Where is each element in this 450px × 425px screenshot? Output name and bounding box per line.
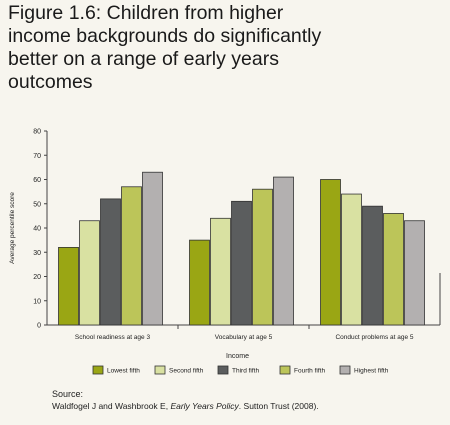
bar-second-fifth bbox=[210, 217, 231, 326]
source-text-before: Waldfogel J and Washbrook E, bbox=[52, 401, 171, 411]
bar-third-fifth bbox=[231, 200, 252, 326]
bar-highest-fifth bbox=[273, 176, 294, 326]
bar-lowest-fifth bbox=[189, 239, 210, 326]
legend-label: Second fifth bbox=[169, 368, 204, 375]
bar-second-fifth bbox=[341, 193, 362, 326]
y-tick-label: 50 bbox=[33, 201, 41, 208]
bar-highest-fifth bbox=[142, 171, 163, 326]
y-tick-label: 60 bbox=[33, 177, 41, 184]
y-tick-label: 20 bbox=[33, 274, 41, 281]
figure-title-line: Figure 1.6: Children from higher bbox=[8, 2, 284, 24]
legend-swatch-highest-fifth bbox=[339, 365, 351, 375]
y-tick-label: 10 bbox=[33, 298, 41, 305]
legend-swatch-lowest-fifth bbox=[92, 365, 104, 375]
y-tick-label: 40 bbox=[33, 226, 41, 233]
x-category-label: Conduct problems at age 5 bbox=[335, 334, 413, 341]
source-text-italic: Early Years Policy bbox=[170, 401, 239, 411]
y-tick-label: 30 bbox=[33, 250, 41, 257]
y-axis-label: Average percentile score bbox=[9, 192, 16, 264]
x-axis-label: Income bbox=[226, 353, 249, 360]
legend-label: Highest fifth bbox=[354, 368, 389, 375]
figure-title: Figure 1.6: Children from higher income … bbox=[8, 2, 438, 94]
figure-title-line: income backgrounds do significantly bbox=[8, 25, 322, 47]
y-tick-label: 70 bbox=[33, 153, 41, 160]
bar-second-fifth bbox=[79, 220, 100, 326]
figure-title-line: outcomes bbox=[8, 71, 93, 93]
bar-chart: 0 10 20 30 40 50 60 70 80 Average percentile scor… bbox=[9, 129, 441, 375]
y-tick-label: 80 bbox=[33, 129, 41, 136]
legend-swatch-third-fifth bbox=[217, 365, 229, 375]
legend-label: Fourth fifth bbox=[294, 368, 325, 375]
bar-fourth-fifth bbox=[252, 188, 273, 326]
bar-highest-fifth bbox=[404, 220, 425, 326]
bar-lowest-fifth bbox=[58, 247, 79, 326]
bar-third-fifth bbox=[100, 198, 121, 326]
y-tick-label: 0 bbox=[37, 323, 41, 330]
legend-swatch-second-fifth bbox=[154, 365, 166, 375]
source-label: Source: bbox=[52, 389, 84, 399]
x-category-label: School readiness at age 3 bbox=[75, 334, 151, 341]
x-category-label: Vocabulary at age 5 bbox=[215, 334, 273, 341]
source-note: Source: Waldfogel J and Washbrook E, Ear… bbox=[52, 388, 319, 412]
legend-swatch-fourth-fifth bbox=[279, 365, 291, 375]
bar-lowest-fifth bbox=[320, 179, 341, 326]
source-text-after: . Sutton Trust (2008). bbox=[238, 401, 319, 411]
bar-fourth-fifth bbox=[383, 213, 404, 326]
figure-title-line: better on a range of early years bbox=[8, 48, 279, 70]
bar-fourth-fifth bbox=[121, 186, 142, 326]
legend-label: Lowest fifth bbox=[107, 368, 140, 375]
legend-label: Third fifth bbox=[232, 368, 259, 375]
bar-third-fifth bbox=[362, 205, 383, 326]
